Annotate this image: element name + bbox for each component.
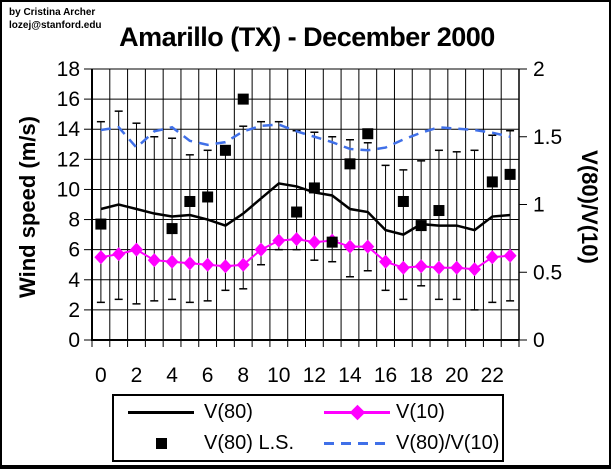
x-tick-label: 0	[95, 364, 107, 387]
x-tick-label: 22	[481, 364, 504, 387]
v80ls-marker	[184, 195, 196, 207]
v10-marker	[236, 257, 250, 272]
y-left-tick-label: 2	[68, 299, 80, 322]
ratio-dash-swatch	[324, 442, 390, 445]
v80ls-marker	[166, 223, 178, 235]
v80ls-marker	[433, 205, 445, 217]
y-right-tick-label: 1	[533, 194, 545, 217]
v10-marker	[414, 259, 428, 274]
v80ls-marker	[397, 195, 409, 207]
v80ls-marker	[504, 168, 516, 180]
legend-sample-ratio	[324, 435, 390, 453]
v10-marker	[218, 259, 232, 274]
legend-row-2: V(80) L.S. V(80)/V(10)	[114, 428, 502, 459]
v80ls-marker	[308, 182, 320, 194]
v80ls-square-icon	[155, 438, 167, 449]
y-axis-title-left: Wind speed (m/s)	[15, 116, 40, 298]
y-left-tick-label: 14	[57, 118, 81, 141]
v10-marker	[307, 235, 321, 250]
y-left-tick-label: 6	[68, 239, 80, 262]
v80ls-marker	[95, 218, 107, 230]
v80ls-marker	[486, 176, 498, 188]
v10-marker	[254, 242, 268, 257]
legend-sample-v10	[324, 404, 390, 422]
v10-marker	[183, 256, 197, 271]
x-tick-label: 6	[202, 364, 214, 387]
x-tick-label: 14	[338, 364, 362, 387]
v80ls-marker	[362, 128, 374, 140]
v10-marker	[147, 253, 161, 268]
x-tick-label: 2	[131, 364, 143, 387]
x-tick-label: 20	[445, 364, 468, 387]
y-right-tick-label: 1.5	[533, 126, 562, 149]
x-tick-label: 16	[374, 364, 397, 387]
v10-marker	[503, 248, 517, 263]
v10-diamond-icon	[349, 404, 365, 421]
y-right-tick-label: 2	[533, 58, 545, 81]
legend-sample-v80ls	[128, 435, 194, 453]
y-right-tick-label: 0	[533, 329, 545, 352]
v10-marker	[361, 239, 375, 254]
credit-line-2: lozej@stanford.edu	[9, 20, 102, 31]
v10-marker	[468, 262, 482, 277]
v80ls-marker	[202, 191, 214, 203]
credit-text: by Cristina Archer lozej@stanford.edu	[9, 6, 102, 32]
legend-row-1: V(80) V(10)	[114, 397, 502, 428]
v80ls-marker	[219, 144, 231, 156]
credit-line-1: by Cristina Archer	[9, 7, 96, 18]
v10-marker	[343, 239, 357, 254]
v80ls-marker	[237, 93, 249, 105]
y-left-tick-label: 8	[68, 209, 80, 232]
v10-marker	[432, 260, 446, 275]
v10-marker	[94, 250, 108, 265]
v10-marker	[201, 257, 215, 272]
legend-label-v80ls: V(80) L.S.	[204, 432, 295, 454]
v10-marker	[396, 260, 410, 275]
x-tick-label: 4	[166, 364, 178, 387]
v10-marker	[450, 260, 464, 275]
v80ls-marker	[291, 206, 303, 218]
v80ls-marker	[415, 220, 427, 232]
y-axis-title-right: V(80)/V(10)	[577, 150, 602, 264]
y-left-tick-label: 4	[68, 269, 80, 292]
v80ls-marker	[326, 236, 338, 248]
legend: V(80) V(10) V(80) L.S. V(80)/V(10)	[112, 394, 504, 462]
x-tick-label: 12	[303, 364, 326, 387]
v10-marker	[272, 233, 286, 248]
legend-label-v80: V(80)	[204, 401, 253, 423]
v80ls-marker	[344, 158, 356, 170]
v80-line-swatch	[128, 411, 194, 414]
y-left-tick-label: 18	[57, 58, 80, 81]
v10-marker	[112, 247, 126, 262]
v10-marker	[129, 242, 143, 257]
x-tick-label: 10	[267, 364, 290, 387]
legend-label-ratio: V(80)/V(10)	[396, 432, 500, 454]
legend-label-v10: V(10)	[396, 401, 445, 423]
v10-marker	[165, 254, 179, 269]
v10-marker	[379, 254, 393, 269]
v10-marker	[290, 232, 304, 247]
legend-sample-v80	[128, 404, 194, 422]
y-left-tick-label: 0	[68, 329, 80, 352]
x-tick-label: 18	[409, 364, 432, 387]
y-right-tick-label: 0.5	[533, 261, 562, 284]
chart-title: Amarillo (TX) - December 2000	[119, 22, 495, 52]
v80-line	[100, 182, 511, 236]
x-tick-label: 8	[237, 364, 249, 387]
y-left-tick-label: 12	[57, 148, 80, 171]
y-left-tick-label: 16	[57, 88, 80, 111]
ratio-line	[100, 123, 511, 152]
v10-marker	[485, 250, 499, 265]
y-left-tick-label: 10	[57, 178, 80, 201]
